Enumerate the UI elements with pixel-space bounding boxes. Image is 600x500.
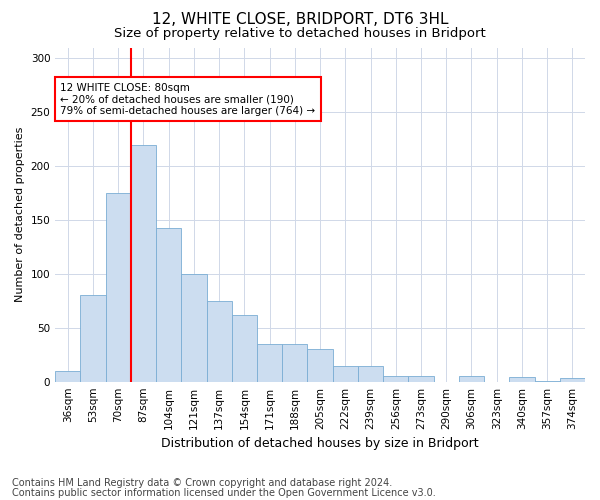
Bar xyxy=(80,296,106,382)
Bar xyxy=(509,378,535,382)
Bar xyxy=(131,144,156,382)
Bar xyxy=(332,366,358,382)
Bar xyxy=(282,344,307,382)
Bar xyxy=(307,350,332,382)
Text: Size of property relative to detached houses in Bridport: Size of property relative to detached ho… xyxy=(114,28,486,40)
Bar xyxy=(535,380,560,382)
Bar xyxy=(106,193,131,382)
Y-axis label: Number of detached properties: Number of detached properties xyxy=(15,127,25,302)
Text: Contains HM Land Registry data © Crown copyright and database right 2024.: Contains HM Land Registry data © Crown c… xyxy=(12,478,392,488)
Bar xyxy=(257,344,282,382)
Bar xyxy=(358,366,383,382)
Bar xyxy=(560,378,585,382)
Text: Contains public sector information licensed under the Open Government Licence v3: Contains public sector information licen… xyxy=(12,488,436,498)
Bar xyxy=(232,315,257,382)
Text: 12, WHITE CLOSE, BRIDPORT, DT6 3HL: 12, WHITE CLOSE, BRIDPORT, DT6 3HL xyxy=(152,12,448,28)
Bar xyxy=(55,371,80,382)
Bar xyxy=(156,228,181,382)
Bar xyxy=(383,376,409,382)
Bar xyxy=(206,301,232,382)
Text: 12 WHITE CLOSE: 80sqm
← 20% of detached houses are smaller (190)
79% of semi-det: 12 WHITE CLOSE: 80sqm ← 20% of detached … xyxy=(61,82,316,116)
Bar xyxy=(181,274,206,382)
Bar xyxy=(409,376,434,382)
X-axis label: Distribution of detached houses by size in Bridport: Distribution of detached houses by size … xyxy=(161,437,479,450)
Bar xyxy=(459,376,484,382)
